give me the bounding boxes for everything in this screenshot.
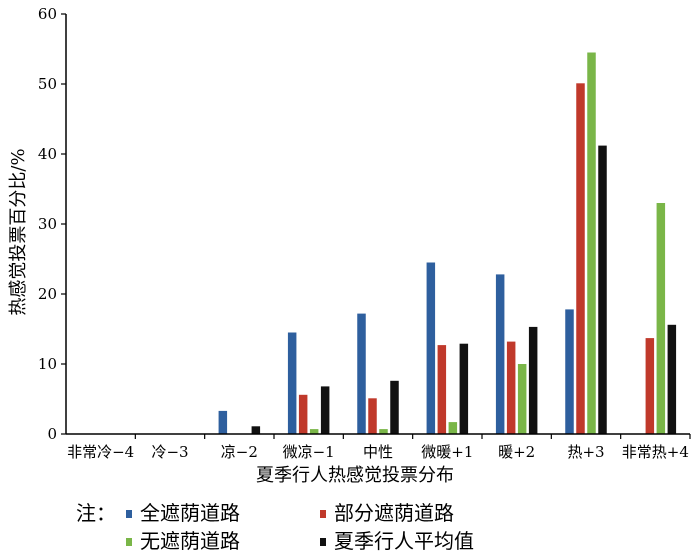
- y-tick-label: 30: [38, 215, 57, 233]
- y-tick-label: 40: [38, 145, 57, 163]
- y-tick-label: 50: [38, 75, 57, 93]
- y-tick-label: 20: [38, 285, 57, 303]
- bar: [495, 274, 505, 434]
- x-tick-label: 非常冷−4: [67, 443, 134, 461]
- legend-swatch: [320, 510, 326, 518]
- legend-label: 无遮荫道路: [140, 529, 240, 553]
- y-axis-title: 热感觉投票百分比/%: [8, 148, 29, 315]
- bar: [218, 410, 228, 434]
- bars-layer: [218, 52, 677, 435]
- bar: [357, 313, 366, 434]
- bar: [251, 426, 261, 434]
- bar: [576, 83, 585, 435]
- y-ticks: 0 10 20 30 40 50 60: [38, 5, 66, 443]
- legend-swatch: [320, 538, 326, 546]
- bar: [298, 394, 308, 434]
- bar: [437, 345, 447, 434]
- bar: [390, 380, 399, 434]
- bar: [667, 324, 677, 434]
- y-tick-label: 0: [47, 425, 57, 443]
- x-tick-label: 微凉−1: [283, 443, 335, 461]
- bar: [287, 332, 297, 434]
- x-tick-label: 微暖+1: [421, 443, 473, 461]
- x-tick-label: 暖+2: [498, 443, 535, 461]
- bar: [517, 364, 527, 434]
- bar: [426, 262, 436, 434]
- y-tick-label: 10: [38, 355, 57, 373]
- bar: [565, 309, 574, 434]
- legend-label: 夏季行人平均值: [334, 529, 474, 553]
- bar: [645, 338, 655, 434]
- bar: [368, 398, 377, 434]
- bar: [379, 429, 388, 434]
- x-tick-label: 热+3: [567, 443, 604, 461]
- y-tick-label: 60: [38, 5, 57, 23]
- x-tick-label: 非常热+4: [622, 443, 689, 461]
- bar: [528, 326, 538, 434]
- legend-swatch: [126, 538, 132, 546]
- x-tick-label: 中性: [363, 443, 393, 461]
- x-ticks: 非常冷−4 冷−3 凉−2 微凉−1 中性 微暖+1 暖+2 热+3 非常热+4: [67, 434, 691, 461]
- legend-label: 部分遮荫道路: [334, 501, 454, 525]
- x-axis-title: 夏季行人热感觉投票分布: [256, 465, 454, 486]
- bar: [587, 52, 596, 434]
- bar: [320, 386, 330, 434]
- bar: [598, 145, 607, 434]
- legend-label: 全遮荫道路: [140, 501, 240, 525]
- x-tick-label: 冷−3: [151, 443, 188, 461]
- bar: [506, 341, 516, 434]
- bar: [459, 343, 469, 434]
- x-tick-label: 凉−2: [221, 443, 258, 461]
- bar: [656, 203, 666, 434]
- legend-prefix: 注：: [76, 501, 116, 525]
- legend-swatch: [126, 510, 132, 518]
- bar: [448, 422, 458, 434]
- bar: [309, 429, 319, 434]
